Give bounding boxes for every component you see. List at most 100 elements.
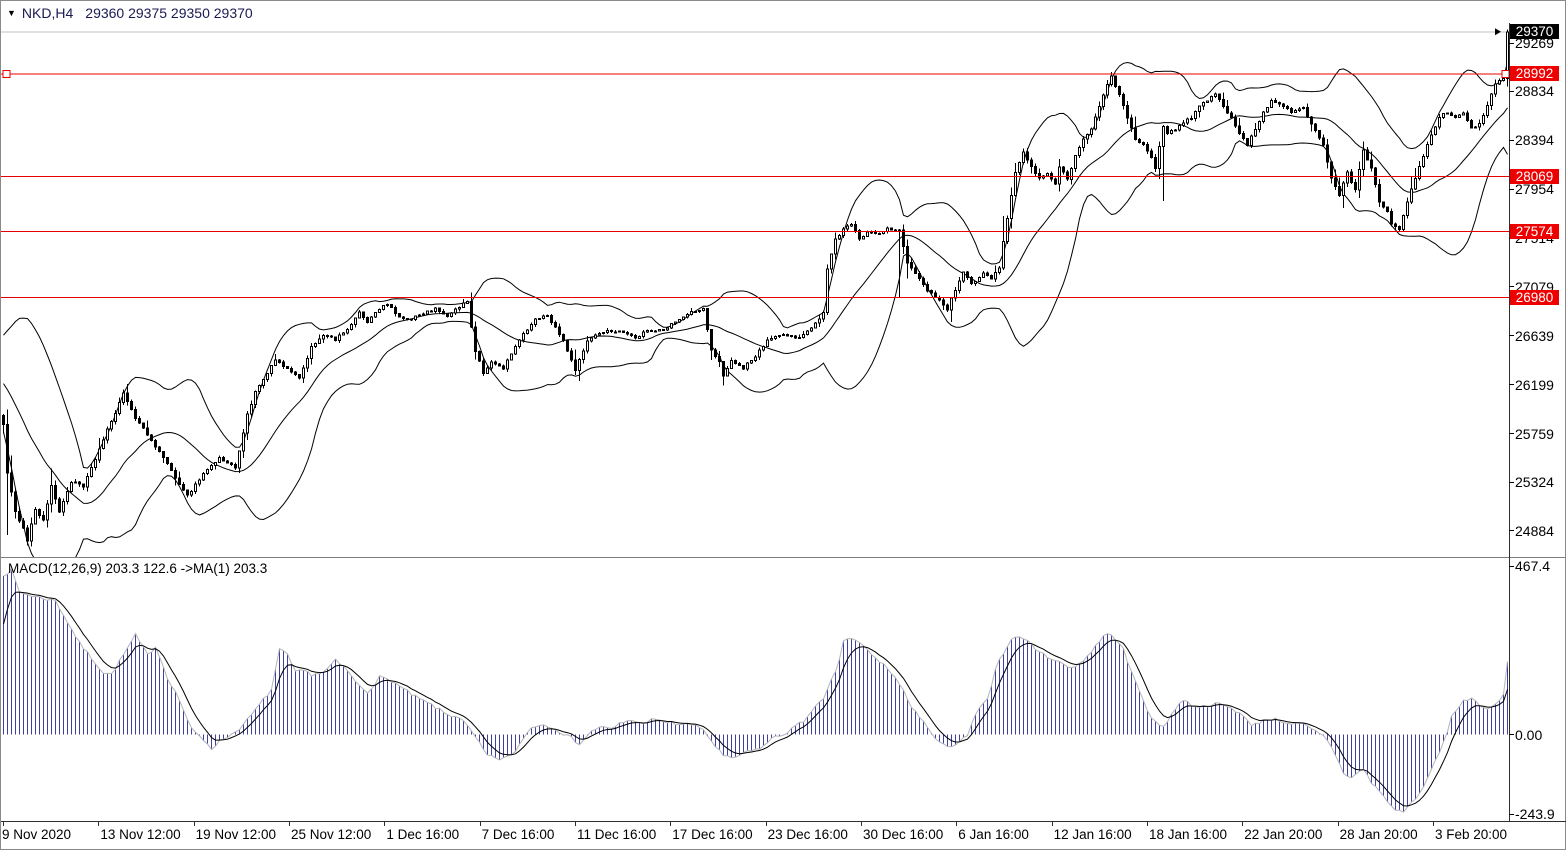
date-axis-label: 19 Nov 12:00 xyxy=(195,827,276,842)
candle xyxy=(990,274,993,280)
candle xyxy=(718,351,721,367)
candle xyxy=(682,316,685,321)
candle xyxy=(626,330,629,336)
candle xyxy=(578,357,581,382)
candle xyxy=(730,357,733,370)
candle xyxy=(1234,114,1237,128)
candle xyxy=(1346,169,1349,187)
macd-indicator-chart[interactable] xyxy=(1,558,1509,821)
bollinger-lower-band xyxy=(3,140,1508,557)
candle xyxy=(550,313,553,325)
candle xyxy=(1342,181,1345,208)
candle xyxy=(1290,106,1293,115)
candle xyxy=(206,468,209,476)
candle xyxy=(326,334,329,339)
candle xyxy=(966,270,969,280)
price-level-badge[interactable]: 26980 xyxy=(1510,290,1559,306)
date-axis[interactable]: 9 Nov 2020 13 Nov 12:00 19 Nov 12:00 25 Nov… xyxy=(1,821,1566,851)
candle xyxy=(1118,85,1121,98)
date-axis-label: 25 Nov 12:00 xyxy=(290,827,372,842)
candle xyxy=(1394,222,1397,230)
candle xyxy=(778,334,781,338)
candle xyxy=(418,313,421,317)
candle xyxy=(702,307,705,312)
candle xyxy=(598,332,601,337)
candle xyxy=(1218,93,1221,103)
candle xyxy=(1202,101,1205,111)
candle xyxy=(362,311,365,320)
candle xyxy=(278,359,281,364)
candle xyxy=(490,360,493,371)
price-axis-tick xyxy=(1509,335,1514,337)
candle xyxy=(1494,79,1497,98)
date-axis-tick xyxy=(384,822,386,826)
candle xyxy=(426,310,429,315)
candle xyxy=(546,314,549,317)
candle xyxy=(406,317,409,321)
candle xyxy=(558,323,561,337)
candle xyxy=(34,507,37,525)
candle xyxy=(1026,148,1029,164)
candle xyxy=(94,456,97,471)
hline-left-handle[interactable] xyxy=(2,69,11,78)
candle xyxy=(1034,163,1037,177)
candle xyxy=(450,312,453,318)
candle xyxy=(790,335,793,338)
candle xyxy=(1014,163,1017,197)
candle xyxy=(574,349,577,375)
candle xyxy=(186,489,189,498)
price-level-badge[interactable]: 28069 xyxy=(1510,169,1559,185)
candle xyxy=(1238,118,1241,135)
candle xyxy=(170,462,173,472)
candle xyxy=(290,366,293,374)
candle xyxy=(662,329,665,332)
candle xyxy=(754,355,757,362)
macd-signal-line xyxy=(3,591,1508,807)
date-axis-label: 13 Nov 12:00 xyxy=(100,827,181,842)
candle xyxy=(1134,116,1137,141)
hline-right-handle[interactable] xyxy=(1501,69,1509,78)
candle xyxy=(190,490,193,497)
candle xyxy=(218,455,221,463)
collapse-triangle-icon[interactable]: ▼ xyxy=(7,8,16,18)
candle xyxy=(118,397,121,416)
candle xyxy=(1022,148,1025,165)
candle xyxy=(1426,141,1429,160)
candle xyxy=(154,439,157,450)
candle xyxy=(90,463,93,478)
candle xyxy=(1274,97,1277,104)
candle xyxy=(690,308,693,316)
candle xyxy=(238,450,241,474)
panel-separator[interactable] xyxy=(1,557,1566,558)
candle xyxy=(1018,161,1021,176)
candle xyxy=(1254,123,1257,137)
candle xyxy=(130,399,133,411)
candle xyxy=(122,389,125,405)
price-level-badge[interactable]: 27574 xyxy=(1510,224,1559,240)
candle xyxy=(1338,177,1341,197)
candle xyxy=(1082,136,1085,152)
price-axis-label: 28834 xyxy=(1515,83,1554,100)
candle xyxy=(10,455,13,497)
candle xyxy=(374,312,377,319)
price-axis-line xyxy=(1509,23,1510,821)
candle xyxy=(838,234,841,241)
candle xyxy=(294,370,297,376)
candle xyxy=(1010,187,1013,229)
candle xyxy=(642,330,645,339)
price-axis[interactable]: 2926928834283942795427514270792663926199… xyxy=(1509,1,1566,822)
date-axis-label: 3 Feb 20:00 xyxy=(1434,827,1507,842)
bollinger-upper-band xyxy=(3,61,1508,469)
candle xyxy=(1382,201,1385,209)
price-level-badge[interactable]: 28992 xyxy=(1510,66,1559,82)
candle xyxy=(898,228,901,298)
date-axis-tick xyxy=(3,822,4,826)
candle xyxy=(1370,151,1373,172)
main-price-chart[interactable] xyxy=(1,1,1509,557)
candle xyxy=(114,410,117,425)
candle xyxy=(70,481,73,493)
candle xyxy=(134,406,137,421)
candle xyxy=(1402,214,1405,232)
candle xyxy=(1230,110,1233,119)
